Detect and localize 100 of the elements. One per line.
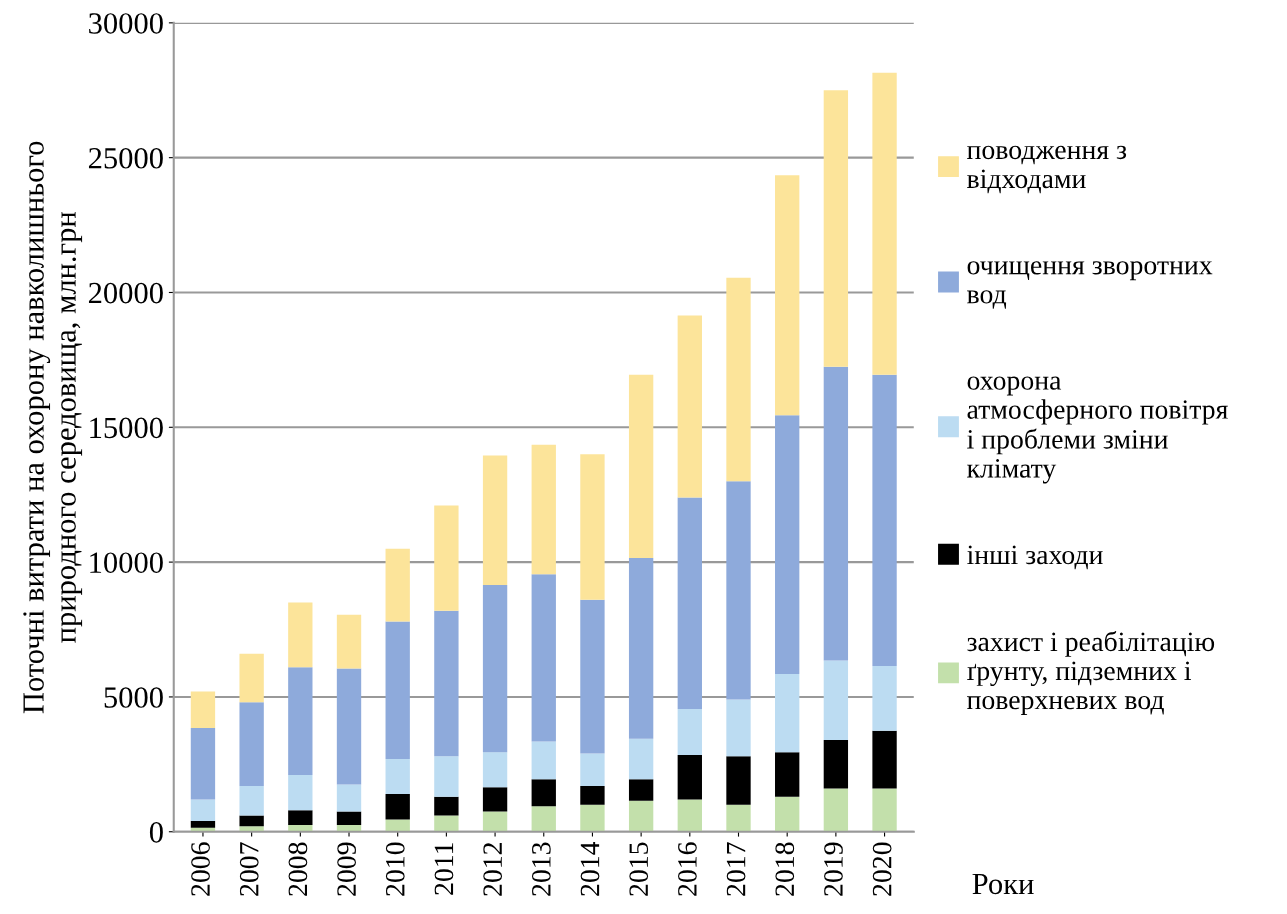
x-tick-label: 2008 [288,842,308,896]
bar [677,799,702,832]
bar [628,558,654,739]
bar [726,481,751,700]
bar [239,785,264,816]
x-tick-label: 2011 [434,843,454,895]
bar [580,454,605,600]
bar [823,90,849,367]
bar [385,793,410,820]
bar [872,665,897,731]
x-tick-label: 2018 [775,842,795,896]
bar [823,788,849,832]
y-axis-title: Поточні витрати на охорону навколишнього природного середовища, млн.грн [23,141,83,714]
bar [726,804,751,832]
y-tick-label: 0 [149,822,163,843]
x-tick-label: 2020 [872,842,892,896]
bar [726,756,751,805]
bar [385,621,410,759]
bar [288,667,313,776]
legend-label: охорона атмосферного повітря і проблеми зміни клімату [967,376,1228,484]
bar [482,787,508,812]
bar [580,753,605,786]
y-tick-label: 15000 [90,417,163,439]
bar [385,758,410,794]
bar [434,505,459,611]
bar [482,455,508,586]
legend-label: поводження з відходами [967,145,1127,194]
bar [190,691,216,728]
bar [190,820,216,828]
bar [482,752,508,788]
bar [677,497,702,710]
bar [580,804,605,832]
bar [190,799,216,821]
bar [628,738,654,780]
x-tick-label: 2013 [531,842,551,896]
bar [872,788,897,832]
bar [628,779,654,801]
bar [288,810,313,825]
bar [434,815,459,832]
bar [336,614,362,669]
x-tick-label: 2009 [337,842,356,896]
bar [775,674,800,753]
x-tick-label: 2017 [726,842,746,896]
bar [872,72,897,375]
bar [775,175,800,416]
x-tick-label: 2016 [678,842,697,896]
bar [677,754,702,800]
bar [336,668,362,785]
bar [531,574,556,742]
x-axis-title: Роки [972,873,1034,895]
bar [823,740,849,789]
legend-label: інші заходи [967,545,1103,570]
x-tick-label: 2010 [385,842,405,896]
bar [726,277,751,482]
bar [726,699,751,757]
y-tick-label: 5000 [104,687,163,708]
bar [677,315,702,498]
bar [385,548,410,622]
bar [628,800,654,832]
bar [531,741,556,780]
y-tick-label: 30000 [89,13,163,34]
bar [434,796,459,816]
bar [823,366,849,661]
bar [190,727,216,800]
bar [288,775,313,811]
x-tick-label: 2006 [191,842,210,896]
bar [823,660,849,741]
bar [580,785,605,805]
bar [239,815,264,827]
y-tick-label: 10000 [90,552,163,574]
bar [677,709,702,755]
bar [288,602,313,668]
legend-label: захист і реабілітацію ґрунту, підземних і поверхневих вод [967,631,1215,715]
bar [872,374,897,666]
x-tick-label: 2015 [629,842,649,896]
bar [775,796,800,832]
legend-label: очищення зворотних вод [967,261,1213,309]
bar [482,585,508,753]
bar [531,444,556,575]
x-tick-label: 2019 [824,842,843,896]
bar [580,599,605,754]
bar [336,811,362,825]
bar [628,374,654,559]
y-tick-label: 20000 [88,282,163,304]
y-tick-label: 25000 [88,147,163,169]
bar [239,826,264,832]
bar [239,653,264,703]
bar [482,811,508,832]
x-tick-label: 2012 [483,842,503,896]
bar [872,730,897,789]
bar [775,415,800,675]
bar [239,702,264,786]
bar [531,779,556,807]
x-tick-label: 2014 [580,841,600,896]
bar [434,756,459,797]
bar [434,610,459,757]
bar [531,806,556,832]
bar [336,784,362,812]
bar [775,752,800,797]
x-tick-label: 2007 [239,842,259,896]
